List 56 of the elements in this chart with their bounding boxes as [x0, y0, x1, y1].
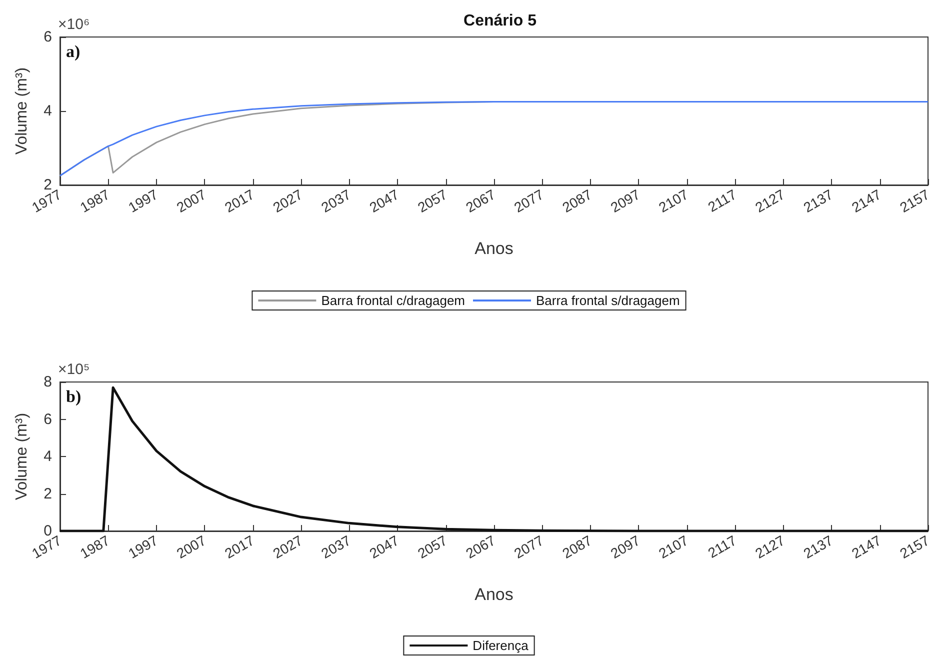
- x-tick-label: 2037: [318, 532, 354, 562]
- x-tick-label: 2047: [366, 532, 402, 562]
- chart-title: Cenário 5: [464, 12, 537, 30]
- x-tick-label: 2147: [848, 532, 884, 562]
- y-tick-label: 6: [44, 410, 52, 428]
- x-tick-label: 2017: [222, 186, 258, 216]
- x-axis-title: Anos: [474, 585, 514, 604]
- x-tick-label: 2127: [752, 186, 788, 216]
- text: ×10⁵: [58, 361, 90, 378]
- x-tick-label: 2087: [559, 186, 595, 216]
- x-tick-label: 1997: [125, 186, 161, 216]
- text: ×10⁶: [58, 16, 90, 33]
- x-tick-label: 2017: [222, 532, 258, 562]
- x-tick-label: 2047: [366, 186, 402, 216]
- x-tick-label: 2037: [318, 186, 354, 216]
- x-tick-label: 2097: [608, 532, 643, 562]
- x-tick-label: 2067: [463, 532, 498, 562]
- x-tick-label: 2147: [848, 186, 884, 216]
- y-tick-label: 0: [44, 522, 52, 540]
- x-tick-label: 2057: [414, 186, 450, 216]
- legend-label: Barra frontal s/dragagem: [536, 293, 680, 308]
- x-tick-label: 2057: [414, 532, 450, 562]
- x-tick-label: 2067: [463, 186, 498, 216]
- y-axis-title: Volume (m³): [14, 67, 30, 155]
- x-tick-label: 2137: [800, 532, 836, 562]
- x-tick-label: 2087: [559, 532, 595, 562]
- x-tick-label: 2117: [705, 186, 740, 215]
- x-tick-label: 1987: [77, 532, 112, 562]
- x-tick-label: 2097: [608, 186, 643, 216]
- y-tick-label: 2: [44, 485, 52, 502]
- y-axis-title: Volume (m³): [14, 412, 30, 500]
- x-tick-label: 2027: [270, 186, 306, 216]
- x-tick-label: 2027: [270, 532, 306, 562]
- x-tick-label: 2117: [705, 532, 740, 561]
- x-tick-label: 2077: [511, 532, 546, 562]
- x-tick-label: 2157: [897, 532, 932, 562]
- annotation: a): [66, 42, 80, 61]
- x-tick-label: 2107: [656, 186, 692, 216]
- annotation: b): [66, 387, 82, 406]
- y-tick-label: 2: [44, 176, 52, 194]
- x-tick-label: 2157: [897, 186, 932, 216]
- x-tick-label: 2137: [800, 186, 836, 216]
- legend-label: Diferença: [472, 638, 530, 653]
- legend-label: Barra frontal c/dragagem: [321, 293, 466, 308]
- x-tick-label: 1997: [125, 532, 161, 562]
- x-tick-label: 2107: [656, 532, 692, 562]
- y-tick-label: 6: [44, 28, 52, 46]
- y-tick-label: 4: [44, 102, 52, 120]
- x-tick-label: 2077: [511, 186, 546, 216]
- x-axis-title: Anos: [474, 239, 514, 258]
- y-tick-label: 4: [44, 448, 52, 465]
- x-tick-label: 2127: [752, 532, 788, 562]
- y-tick-label: 8: [44, 374, 52, 390]
- x-tick-label: 2007: [174, 532, 209, 562]
- x-tick-label: 2007: [174, 186, 209, 216]
- x-tick-label: 1987: [77, 186, 112, 216]
